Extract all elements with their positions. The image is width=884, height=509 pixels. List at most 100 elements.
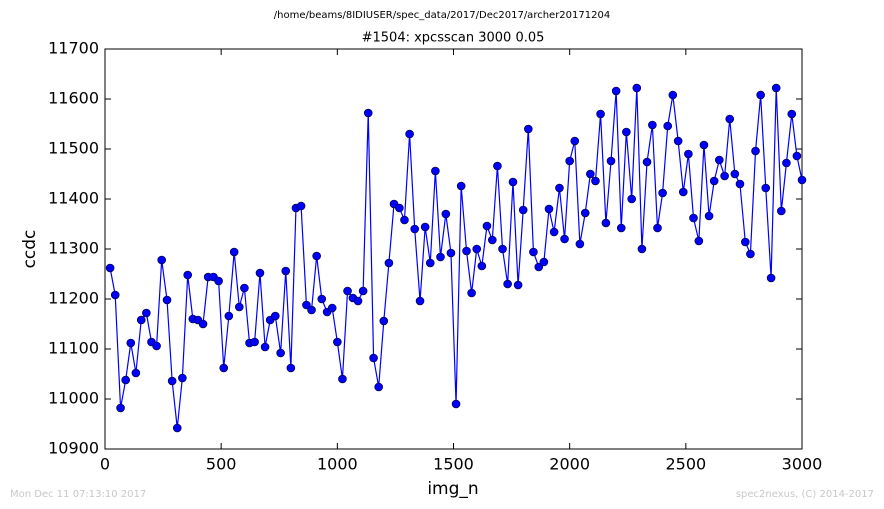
x-tick-label: 1000	[317, 455, 358, 474]
data-point	[281, 266, 291, 276]
data-point	[327, 303, 337, 313]
x-tick-label: 1500	[433, 455, 474, 474]
data-point	[622, 127, 631, 137]
data-point	[611, 86, 621, 96]
data-point	[787, 109, 797, 119]
data-point	[456, 181, 466, 191]
data-point	[575, 239, 585, 249]
data-point	[725, 114, 735, 124]
data-point	[503, 279, 512, 289]
data-point	[307, 305, 316, 315]
data-point	[157, 255, 166, 265]
data-point	[539, 257, 549, 267]
data-point	[498, 244, 507, 254]
y-tick-label: 11500	[48, 139, 99, 158]
data-point	[405, 129, 414, 139]
y-tick-label: 11000	[48, 389, 99, 408]
chart-title: #1504: xpcsscan 3000 0.05	[362, 31, 545, 46]
data-point	[668, 90, 678, 100]
data-point	[240, 283, 249, 293]
data-point	[570, 136, 580, 146]
footer-date: Mon Dec 11 07:13:10 2017	[10, 489, 146, 500]
data-point	[183, 270, 193, 280]
suptitle: /home/beams/8IDIUSER/spec_data/2017/Dec2…	[274, 10, 610, 21]
data-point	[467, 288, 476, 298]
data-point	[730, 169, 740, 179]
data-point	[224, 311, 234, 321]
y-tick-label: 11700	[48, 39, 99, 58]
data-point	[714, 155, 724, 165]
data-point	[229, 247, 239, 257]
data-point	[415, 296, 425, 306]
data-point	[302, 300, 311, 310]
data-point	[472, 244, 482, 254]
data-point	[353, 296, 363, 306]
data-point	[560, 234, 569, 244]
y-tick-label: 11200	[48, 289, 99, 308]
data-point	[431, 166, 440, 176]
y-tick-label: 10900	[48, 439, 99, 458]
data-point	[792, 151, 802, 161]
data-point	[136, 315, 146, 325]
data-point	[782, 158, 791, 168]
x-tick-label: 0	[100, 455, 110, 474]
data-point	[255, 268, 265, 278]
data-point	[689, 213, 698, 223]
data-point	[673, 136, 683, 146]
data-point	[482, 221, 492, 231]
data-point	[343, 286, 352, 296]
y-tick-label: 11600	[48, 89, 99, 108]
data-point	[425, 258, 435, 268]
data-point	[580, 208, 590, 218]
data-point	[751, 146, 760, 156]
data-point	[524, 124, 533, 134]
data-point	[198, 319, 208, 329]
data-point	[116, 403, 125, 413]
data-point	[487, 235, 497, 245]
data-point	[777, 206, 786, 216]
data-point	[441, 209, 451, 219]
data-point	[121, 375, 130, 385]
data-point	[699, 140, 709, 150]
data-point	[172, 423, 182, 433]
plot-frame	[104, 48, 803, 450]
data-point	[756, 90, 765, 100]
data-point	[642, 157, 652, 167]
data-point	[276, 348, 285, 358]
data-point	[766, 273, 776, 283]
data-point	[746, 249, 755, 259]
data-point	[410, 224, 420, 234]
footer-credit: spec2nexus, (C) 2014-2017	[736, 489, 874, 500]
x-tick-label: 3000	[782, 455, 823, 474]
y-tick-label: 11100	[48, 339, 99, 358]
data-point	[260, 342, 270, 352]
data-point	[632, 83, 642, 93]
data-point	[374, 382, 383, 392]
data-point	[379, 316, 389, 326]
data-point	[286, 363, 296, 373]
y-axis-label: ccdc	[20, 230, 40, 269]
data-point	[358, 286, 368, 296]
data-point	[384, 258, 394, 268]
data-point	[462, 246, 471, 256]
data-point	[534, 262, 544, 272]
data-point	[493, 161, 502, 171]
data-point	[513, 280, 523, 290]
data-point	[653, 223, 662, 233]
data-point	[214, 276, 223, 286]
data-point	[400, 215, 409, 225]
data-point	[234, 302, 244, 312]
data-point	[771, 83, 781, 93]
x-tick-label: 2000	[549, 455, 590, 474]
data-point	[338, 374, 347, 384]
data-point	[709, 176, 719, 186]
data-point	[105, 263, 115, 273]
data-point	[627, 194, 636, 204]
data-point	[549, 227, 559, 237]
data-point	[616, 223, 626, 233]
data-point	[586, 169, 595, 179]
data-point	[648, 120, 657, 130]
data-point	[250, 337, 259, 347]
data-point	[704, 211, 714, 221]
data-point	[451, 399, 461, 409]
